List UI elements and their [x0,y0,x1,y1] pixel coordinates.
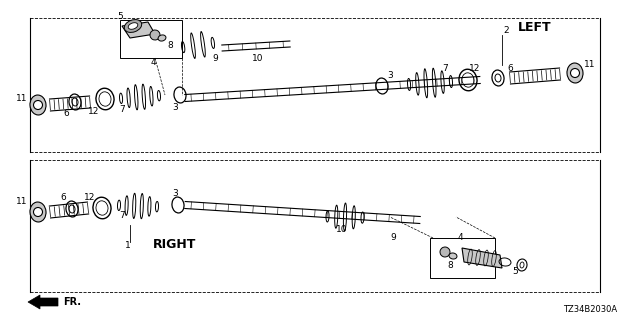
Text: 11: 11 [16,197,28,206]
Text: 7: 7 [119,212,125,220]
Text: 12: 12 [88,107,100,116]
Polygon shape [28,295,58,309]
Text: 11: 11 [16,93,28,102]
Text: 1: 1 [125,241,131,250]
Text: LEFT: LEFT [518,20,552,34]
Text: 7: 7 [119,105,125,114]
Bar [430,238,495,278]
Text: 5: 5 [512,268,518,276]
Ellipse shape [150,30,160,40]
Text: 3: 3 [387,70,393,79]
Ellipse shape [449,253,457,259]
Text: 11: 11 [584,60,596,68]
Text: RIGHT: RIGHT [154,238,196,252]
Circle shape [33,100,42,109]
Text: 10: 10 [252,53,264,62]
Text: 12: 12 [84,194,96,203]
Text: 3: 3 [172,188,178,197]
Ellipse shape [30,95,46,115]
Text: 6: 6 [507,63,513,73]
Text: TZ34B2030A: TZ34B2030A [563,306,617,315]
Text: 12: 12 [469,63,481,73]
Text: 9: 9 [390,233,396,242]
Polygon shape [122,22,155,38]
Circle shape [33,207,42,217]
Text: 9: 9 [212,53,218,62]
Ellipse shape [440,247,450,257]
Text: 4: 4 [150,58,156,67]
Text: 2: 2 [503,26,509,35]
Ellipse shape [567,63,583,83]
Polygon shape [462,248,502,268]
Text: 5: 5 [117,12,123,20]
Text: 4: 4 [457,233,463,242]
Text: FR.: FR. [63,297,81,307]
Text: 8: 8 [167,41,173,50]
Text: 7: 7 [442,63,448,73]
Bar [120,20,182,58]
Ellipse shape [158,35,166,41]
Ellipse shape [128,23,138,29]
Ellipse shape [124,20,141,32]
Text: 8: 8 [447,261,453,270]
Text: 3: 3 [172,102,178,111]
Circle shape [570,68,579,77]
Text: 6: 6 [63,108,69,117]
Text: 6: 6 [60,194,66,203]
Ellipse shape [30,202,46,222]
Text: 10: 10 [336,225,348,234]
